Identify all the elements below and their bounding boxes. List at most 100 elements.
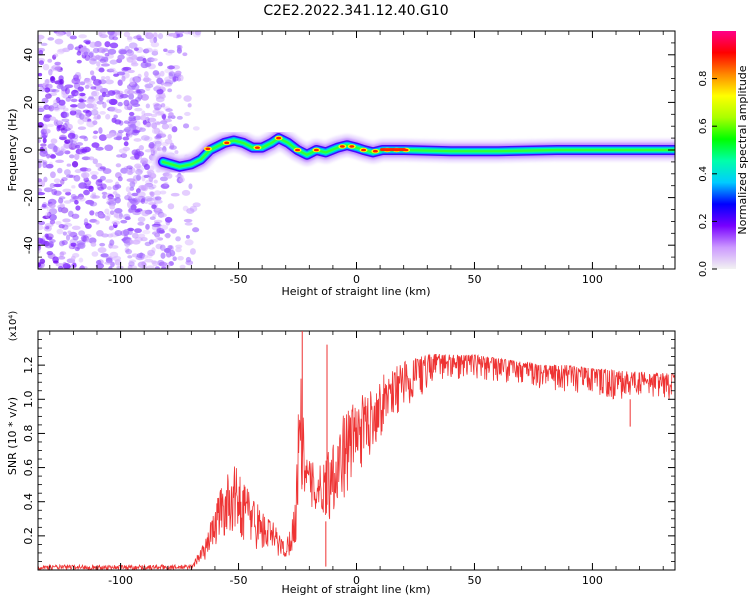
noise-blob: [91, 251, 99, 257]
noise-blob: [127, 36, 133, 42]
colorbar-ticks: 0.0 0.2 0.4 0.6 0.8: [698, 71, 717, 277]
noise-blob: [99, 242, 106, 247]
noise-blob: [59, 79, 65, 85]
noise-blob: [74, 169, 82, 174]
noise-blob: [160, 261, 165, 267]
noise-blob: [164, 233, 171, 238]
noise-blob: [46, 251, 54, 256]
noise-blob: [43, 104, 50, 110]
noise-blob: [99, 110, 106, 115]
noise-blob: [143, 112, 153, 117]
noise-blob: [156, 77, 164, 85]
noise-blob: [115, 163, 122, 168]
noise-blob: [122, 66, 132, 71]
noise-blob: [83, 189, 90, 196]
noise-blob: [130, 62, 139, 67]
noise-blob: [55, 221, 62, 225]
noise-blob: [57, 48, 67, 53]
noise-blob: [95, 146, 104, 151]
noise-blob: [58, 265, 64, 269]
noise-blob: [46, 206, 52, 213]
noise-blob: [98, 134, 107, 141]
noise-blob: [124, 240, 131, 247]
noise-blob: [168, 112, 174, 117]
noise-blob: [124, 195, 131, 201]
noise-blob: [139, 127, 146, 132]
noise-blob: [175, 236, 181, 242]
y-tick-label: 0.6: [22, 459, 35, 477]
noise-blob: [50, 171, 56, 179]
noise-blob: [97, 186, 105, 191]
noise-blob: [124, 247, 130, 253]
noise-blob: [192, 126, 200, 131]
noise-blob: [159, 190, 167, 195]
noise-blob: [109, 106, 118, 113]
noise-blob: [104, 261, 113, 265]
noise-blob: [136, 252, 146, 259]
noise-blob: [159, 70, 165, 77]
noise-blob: [62, 122, 68, 129]
noise-blob: [164, 76, 173, 83]
noise-blob: [104, 208, 110, 215]
noise-blob: [62, 94, 70, 99]
noise-blob: [84, 84, 90, 89]
noise-blob: [79, 265, 88, 269]
noise-blob: [86, 168, 92, 172]
noise-blob: [84, 223, 92, 229]
noise-blob: [128, 261, 135, 267]
noise-blob: [153, 199, 163, 204]
noise-blob: [142, 31, 149, 37]
y-tick-label: 0.2: [22, 527, 35, 545]
noise-blob: [106, 68, 115, 73]
noise-blob: [144, 83, 154, 89]
noise-blob: [51, 64, 61, 71]
noise-blob: [152, 109, 161, 114]
noise-blob: [68, 143, 77, 150]
noise-blob: [81, 147, 88, 154]
noise-blob: [100, 56, 109, 62]
noise-blob: [51, 89, 60, 93]
noise-blob: [129, 123, 137, 131]
noise-blob: [115, 90, 124, 95]
noise-blob: [72, 196, 80, 200]
noise-blob: [185, 256, 192, 263]
noise-blob: [117, 129, 124, 134]
noise-blob: [179, 176, 185, 183]
noise-blob: [175, 70, 182, 75]
colorbar-tick-label: 0.2: [698, 213, 709, 229]
noise-blob: [107, 194, 114, 200]
noise-blob: [114, 208, 123, 214]
noise-blob: [122, 228, 130, 236]
noise-blob: [95, 220, 100, 225]
noise-blob: [143, 174, 150, 179]
noise-blob: [78, 257, 84, 263]
noise-blob: [53, 65, 62, 72]
x-tick-label: -100: [108, 273, 133, 286]
noise-blob: [146, 265, 155, 269]
noise-blob: [39, 150, 48, 157]
noise-blob: [91, 195, 101, 199]
noise-blob: [154, 266, 161, 269]
noise-blob: [157, 33, 164, 40]
noise-blob: [175, 244, 183, 249]
noise-blob: [50, 66, 55, 72]
noise-blob: [163, 181, 169, 187]
noise-blob: [58, 196, 66, 200]
noise-blob: [107, 31, 115, 36]
noise-blob: [47, 58, 53, 63]
noise-blob: [108, 225, 114, 231]
noise-blob: [74, 72, 81, 78]
noise-blob: [123, 127, 131, 133]
noise-blob: [144, 258, 154, 263]
noise-blob: [114, 184, 122, 189]
noise-blob: [45, 83, 53, 90]
noise-blob: [149, 191, 154, 196]
noise-blob: [141, 110, 146, 116]
ridge-peak: [295, 148, 301, 152]
noise-blob: [99, 166, 106, 170]
noise-blob: [60, 179, 65, 185]
noise-blob: [53, 108, 61, 112]
colorbar-label: Normalized spectral amplitude: [736, 65, 749, 234]
x-tick-label: 0: [353, 574, 360, 587]
noise-blob: [40, 143, 47, 147]
